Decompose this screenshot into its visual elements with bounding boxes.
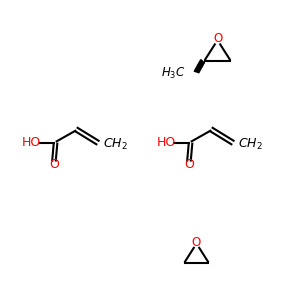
Text: HO: HO — [157, 136, 176, 149]
Text: O: O — [184, 158, 194, 171]
Text: HO: HO — [22, 136, 41, 149]
Text: $CH_2$: $CH_2$ — [103, 137, 128, 152]
Text: $CH_2$: $CH_2$ — [238, 137, 262, 152]
Text: O: O — [49, 158, 59, 171]
Text: O: O — [192, 236, 201, 249]
Text: $H_3C$: $H_3C$ — [161, 66, 186, 81]
Text: O: O — [213, 32, 222, 46]
